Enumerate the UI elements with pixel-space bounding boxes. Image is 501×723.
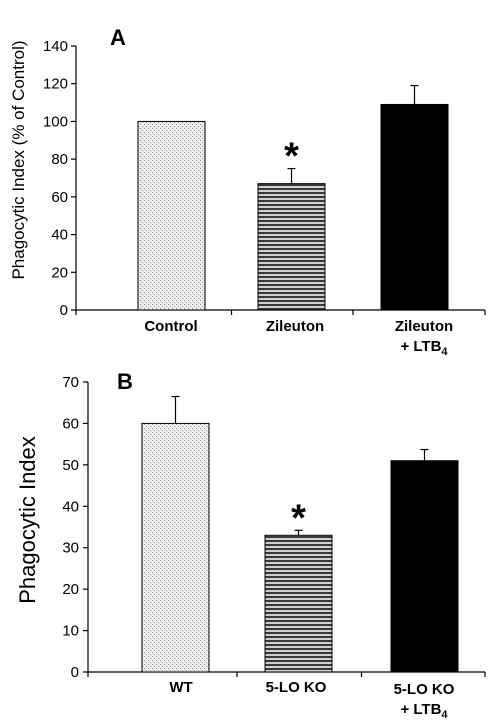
chart-a-bar-0: [137, 120, 206, 311]
chart-a-cat-2-line2-text: + LTB: [400, 338, 441, 355]
chart-b-y-tick-label-0: 0: [71, 664, 79, 681]
chart-b-y-tick-label-1: 10: [62, 623, 79, 640]
chart-b-cat-2-line1: 5-LO KO: [394, 681, 455, 698]
chart-a: A Phagocytic Index (% of Control) 0 20 40 6…: [9, 25, 486, 358]
chart-a-y-tick-label-0: 0: [60, 302, 68, 319]
chart-b-y-tick-label-2: 20: [62, 581, 79, 598]
chart-b-bars: *: [141, 395, 459, 673]
chart-a-bars: *: [137, 84, 449, 311]
chart-a-y-tick-label-1: 20: [51, 264, 68, 281]
panel-a-label: A: [110, 25, 126, 50]
chart-b-category-labels: WT 5-LO KO 5-LO KO + LTB4: [169, 679, 454, 721]
chart-a-cat-1: Zileuton: [266, 318, 324, 335]
chart-b-cat-2-line2-text: + LTB: [400, 701, 441, 718]
chart-a-cat-0: Control: [144, 318, 197, 335]
chart-b-bar-0: [141, 422, 210, 673]
chart-b-cat-2-line2: + LTB4: [400, 701, 448, 721]
chart-b-cat-2-subscript: 4: [441, 709, 448, 721]
chart-a-significance-1: *: [284, 136, 299, 178]
chart-b-significance-1: *: [291, 497, 306, 539]
chart-a-cat-2-subscript: 4: [441, 346, 448, 358]
chart-b-y-tick-label-5: 50: [62, 457, 79, 474]
chart-a-category-labels: Control Zileuton Zileuton + LTB4: [144, 318, 453, 358]
chart-a-y-tick-label-3: 60: [51, 189, 68, 206]
chart-b-y-axis-label: Phagocytic Index: [15, 436, 40, 604]
chart-b-y-tick-label-3: 30: [62, 540, 79, 557]
chart-b-axes: 0 10 20 30 40 50 60 70: [62, 374, 486, 681]
chart-a-y-tick-label-5: 100: [43, 113, 68, 130]
chart-a-bar-2: [380, 103, 449, 311]
chart-a-y-axis-label: Phagocytic Index (% of Control): [9, 40, 28, 279]
chart-a-axes: 0 20 40 60 80 100 120 140: [43, 38, 486, 319]
chart-b-cat-0: WT: [169, 679, 192, 696]
chart-b-cat-1: 5-LO KO: [266, 679, 327, 696]
chart-a-y-tick-label-7: 140: [43, 38, 68, 55]
chart-b: B Phagocytic Index 0 10 20 30 40 50 60 70 * WT …: [15, 369, 486, 721]
chart-b-y-tick-label-4: 40: [62, 498, 79, 515]
chart-a-cat-2-line1: Zileuton: [395, 318, 453, 335]
chart-b-y-tick-label-6: 60: [62, 415, 79, 432]
chart-b-bar-1: [264, 534, 333, 673]
chart-a-y-tick-label-6: 120: [43, 76, 68, 93]
chart-b-y-tick-label-7: 70: [62, 374, 79, 391]
chart-a-y-tick-label-2: 40: [51, 227, 68, 244]
chart-a-y-tick-label-4: 80: [51, 151, 68, 168]
panel-b-label: B: [117, 369, 133, 394]
chart-a-bar-1: [257, 183, 326, 311]
chart-a-cat-2-line2: + LTB4: [400, 338, 448, 358]
chart-b-bar-2: [390, 460, 459, 673]
